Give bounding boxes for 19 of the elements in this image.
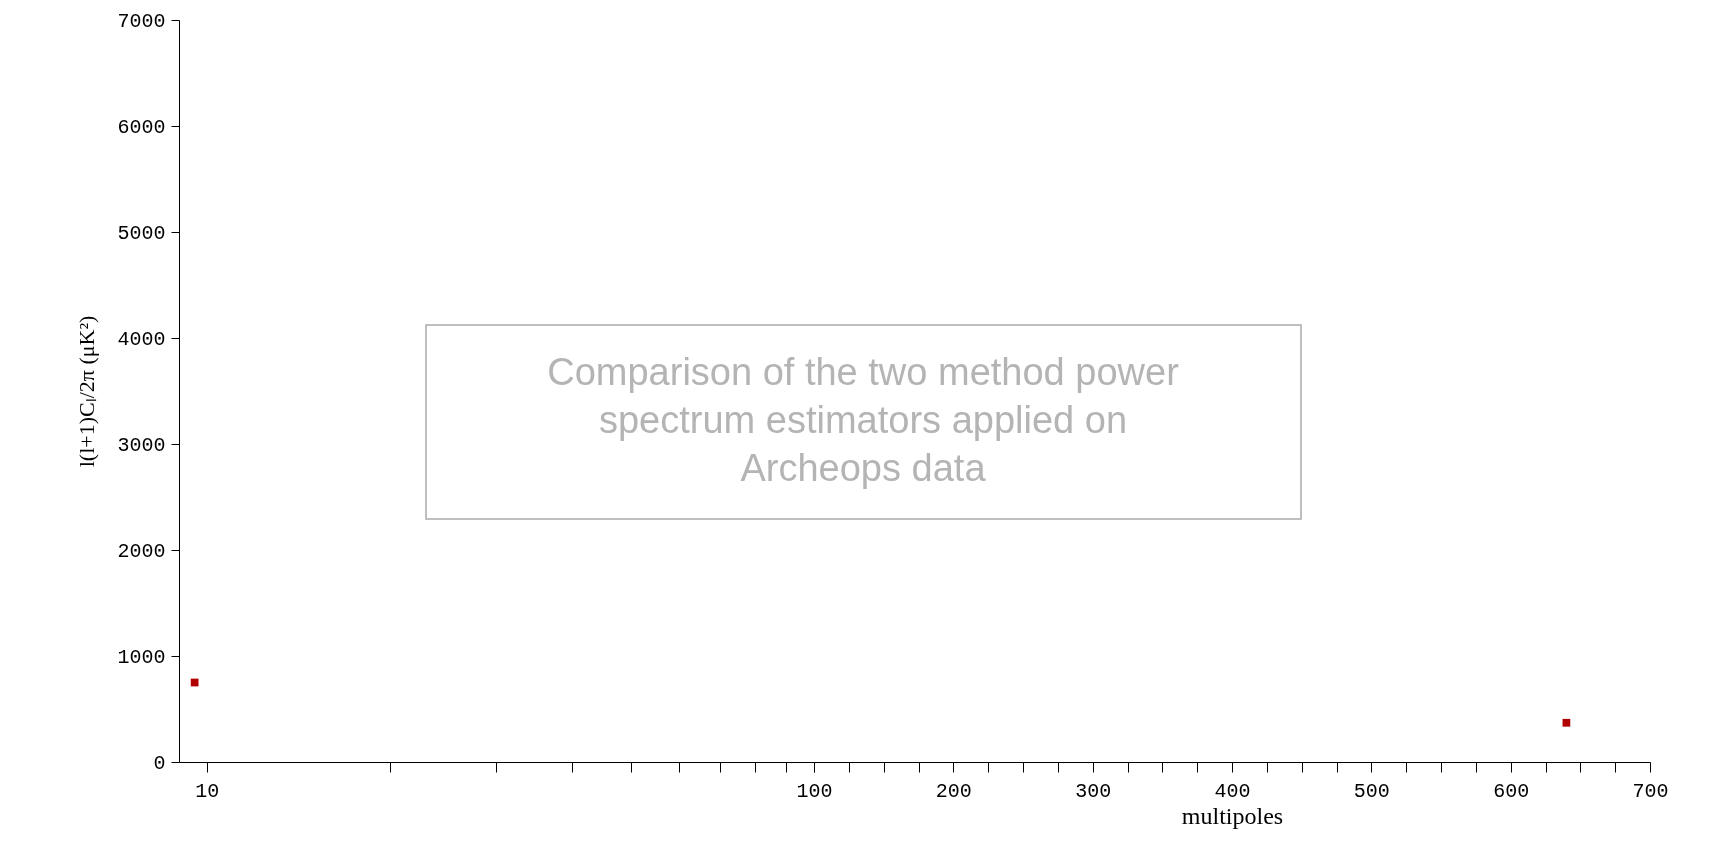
y-tick-label: 3000 xyxy=(117,433,166,457)
y-tick-label: 2000 xyxy=(117,539,166,563)
x-tick-label: 400 xyxy=(1214,779,1251,803)
y-tick-label: 4000 xyxy=(117,327,166,351)
x-tick-label: 10 xyxy=(195,779,220,803)
x-axis-title: multipoles xyxy=(1181,802,1284,829)
y-tick-label: 0 xyxy=(153,751,166,775)
x-tick-label: 500 xyxy=(1353,779,1390,803)
y-axis-title: l(l+1)Cₗ/2π (μK²) xyxy=(74,315,100,468)
x-tick-label: 200 xyxy=(935,779,972,803)
y-tick-label: 1000 xyxy=(117,645,166,669)
x-tick-label: 300 xyxy=(1075,779,1112,803)
annotation: Comparison of the two method power spectrum estimators applied on Archeops data xyxy=(547,351,1180,489)
y-tick-label: 5000 xyxy=(117,221,166,245)
x-tick-label: 600 xyxy=(1493,779,1530,803)
y-tick-label: 6000 xyxy=(117,115,166,139)
y-tick-label: 7000 xyxy=(117,9,166,33)
x-tick-label: 700 xyxy=(1632,779,1669,803)
x-tick-label: 100 xyxy=(796,779,833,803)
